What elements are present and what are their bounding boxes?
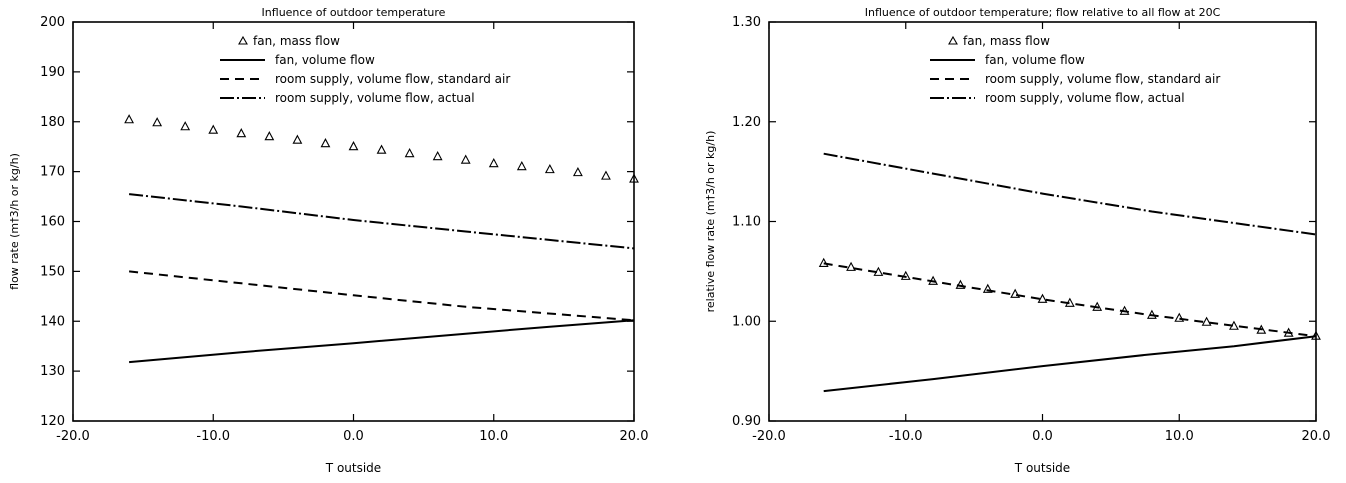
data-point-triangle: [846, 261, 856, 271]
y-tick-label: 170: [40, 165, 65, 180]
y-tick-label: 190: [40, 65, 65, 80]
data-point-triangle: [982, 283, 993, 293]
y-tick-label: 1.10: [732, 215, 761, 230]
series-line: [129, 319, 635, 364]
x-tick-label: -20.0: [752, 429, 786, 444]
legend-label: fan, mass flow: [253, 34, 340, 48]
x-tick-label: 10.0: [1165, 429, 1194, 444]
legend-marker-triangle: [238, 35, 248, 45]
series-line: [128, 193, 635, 250]
x-tick-label: 0.0: [343, 429, 364, 444]
x-tick-label: 20.0: [620, 429, 649, 444]
data-point-triangle: [264, 131, 275, 141]
data-point-triangle: [376, 144, 387, 154]
data-point-triangle: [1174, 312, 1185, 322]
series-dash-dot: [128, 193, 635, 250]
series-line: [128, 270, 635, 322]
data-point-triangle: [348, 141, 359, 151]
data-point-triangle: [1010, 288, 1021, 298]
series-triangle-markers: [124, 114, 639, 183]
data-point-triangle: [629, 173, 639, 183]
x-tick-label: -20.0: [56, 429, 90, 444]
x-tick-label: 0.0: [1032, 429, 1053, 444]
y-tick-label: 130: [40, 364, 65, 379]
legend-label: fan, mass flow: [963, 34, 1050, 48]
series-solid: [823, 335, 1317, 393]
series-solid: [129, 319, 635, 364]
data-point-triangle: [152, 117, 163, 127]
y-tick-label: 1.00: [732, 314, 761, 329]
chart-title: Influence of outdoor temperature: [262, 6, 446, 19]
data-point-triangle: [180, 121, 191, 131]
legend-label: room supply, volume flow, standard air: [985, 72, 1220, 86]
data-point-triangle: [236, 128, 247, 138]
y-axis-label: flow rate (m†3/h or kg/h): [8, 153, 21, 290]
data-point-triangle: [601, 170, 611, 180]
data-point-triangle: [488, 157, 499, 168]
chart-1: Influence of outdoor temperature 120 130 14…: [8, 6, 648, 475]
data-point-triangle: [124, 114, 135, 124]
chart-2: Influence of outdoor temperature; flow r…: [704, 6, 1330, 475]
data-point-triangle: [432, 150, 443, 161]
legend-label: room supply, volume flow, actual: [275, 91, 475, 105]
data-point-triangle: [292, 134, 303, 144]
data-point-triangle: [516, 160, 527, 171]
data-point-triangle: [404, 148, 415, 158]
y-tick-label: 120: [40, 414, 65, 429]
x-tick-label: 10.0: [479, 429, 508, 444]
chart-title: Influence of outdoor temperature; flow r…: [865, 6, 1221, 19]
x-tick-label: -10.0: [889, 429, 923, 444]
y-tick-label: 150: [40, 264, 65, 279]
y-tick-label: 1.20: [732, 115, 761, 130]
data-point-triangle: [320, 138, 331, 148]
legend-label: room supply, volume flow, actual: [985, 91, 1185, 105]
data-point-triangle: [544, 163, 555, 174]
legend-label: room supply, volume flow, standard air: [275, 72, 510, 86]
legend-marker-triangle: [948, 35, 958, 45]
x-tick-label: 20.0: [1302, 429, 1331, 444]
x-axis-label: T outside: [1014, 461, 1070, 475]
data-point-triangle: [460, 154, 471, 164]
series-line: [823, 152, 1317, 236]
y-tick-label: 160: [40, 215, 65, 230]
series-line: [823, 335, 1317, 393]
data-point-triangle: [1201, 316, 1212, 326]
y-axis-label: relative flow rate (m†3/h or kg/h): [704, 131, 717, 313]
y-tick-label: 180: [40, 115, 65, 130]
y-tick-label: 140: [40, 314, 65, 329]
series-dash-dot: [823, 152, 1317, 236]
legend-label: fan, volume flow: [985, 53, 1085, 67]
data-point-triangle: [1037, 293, 1048, 303]
data-point-triangle: [572, 166, 583, 177]
legend-label: fan, volume flow: [275, 53, 375, 67]
y-tick-label: 0.90: [732, 414, 761, 429]
x-tick-label: -10.0: [196, 429, 230, 444]
y-tick-label: 1.30: [732, 15, 761, 30]
x-axis-label: T outside: [325, 461, 381, 475]
series-dashed: [128, 270, 635, 322]
y-tick-label: 200: [40, 15, 65, 30]
data-point-triangle: [208, 124, 219, 134]
data-point-triangle: [818, 257, 829, 267]
